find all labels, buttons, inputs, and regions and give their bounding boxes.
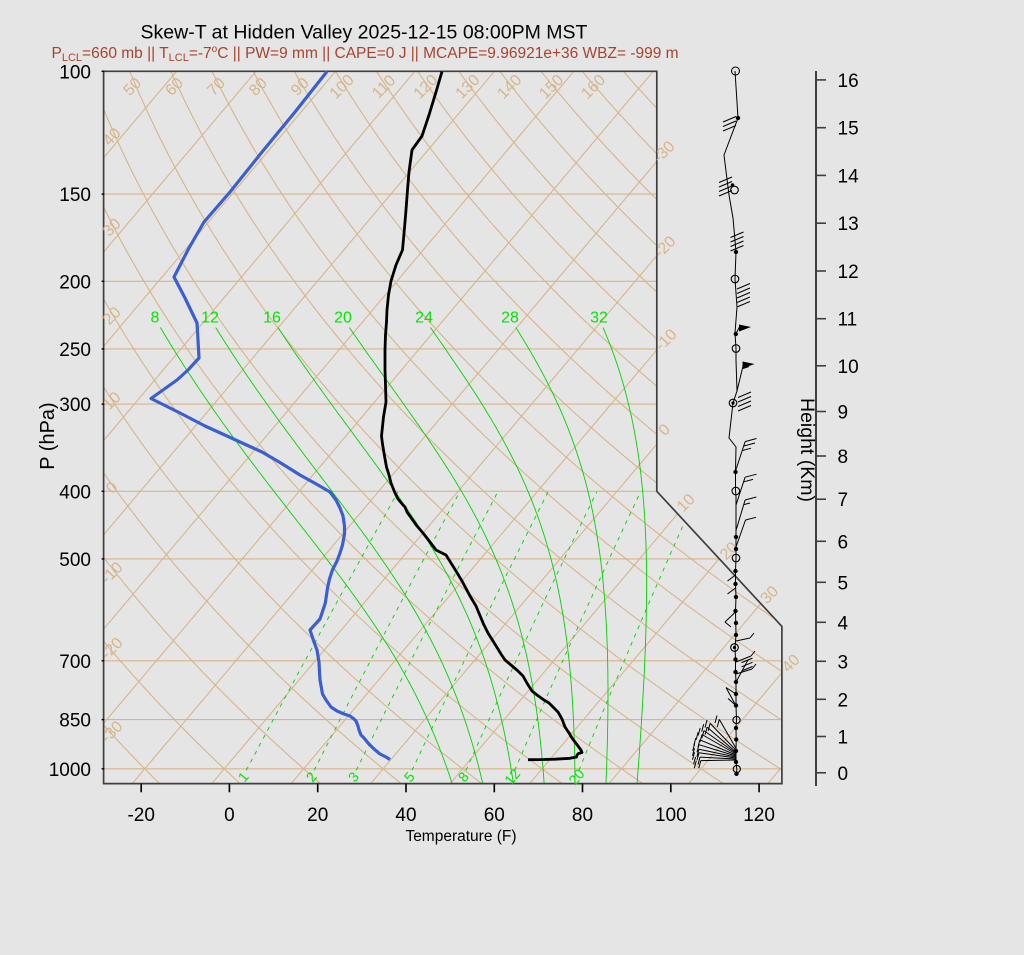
svg-text:11: 11	[838, 310, 858, 331]
svg-text:80: 80	[572, 805, 593, 826]
svg-text:1: 1	[838, 728, 849, 749]
svg-text:28: 28	[501, 310, 519, 327]
svg-text:120: 120	[743, 805, 775, 826]
svg-text:2: 2	[838, 690, 849, 711]
svg-text:10: 10	[838, 357, 859, 378]
svg-text:100: 100	[655, 805, 687, 826]
svg-text:40: 40	[395, 805, 416, 826]
svg-text:P (hPa): P (hPa)	[37, 402, 59, 469]
svg-text:9: 9	[838, 403, 849, 424]
svg-text:Skew-T at Hidden Valley 2025-1: Skew-T at Hidden Valley 2025-12-15 08:00…	[141, 22, 588, 44]
svg-text:6: 6	[838, 532, 849, 553]
svg-text:20: 20	[307, 805, 328, 826]
svg-text:300: 300	[59, 395, 91, 416]
svg-text:8: 8	[838, 447, 849, 468]
svg-text:400: 400	[59, 482, 91, 503]
svg-text:60: 60	[484, 805, 505, 826]
svg-text:12: 12	[201, 310, 219, 327]
svg-text:16: 16	[838, 71, 859, 92]
svg-text:Temperature (F): Temperature (F)	[405, 828, 516, 845]
svg-text:12: 12	[838, 262, 859, 283]
svg-text:250: 250	[59, 340, 91, 361]
svg-text:7: 7	[838, 490, 849, 511]
svg-text:32: 32	[590, 310, 608, 327]
svg-text:24: 24	[415, 310, 433, 327]
svg-text:16: 16	[263, 310, 281, 327]
svg-text:0: 0	[224, 805, 235, 826]
svg-text:5: 5	[838, 573, 849, 594]
svg-text:0: 0	[838, 764, 849, 785]
svg-text:20: 20	[334, 310, 352, 327]
svg-text:500: 500	[59, 550, 91, 571]
svg-text:150: 150	[59, 185, 91, 206]
svg-text:3: 3	[838, 652, 849, 673]
svg-text:8: 8	[151, 310, 160, 327]
svg-text:Height (Km): Height (Km)	[796, 398, 818, 502]
svg-text:13: 13	[838, 214, 859, 235]
svg-text:1000: 1000	[49, 760, 91, 781]
svg-text:850: 850	[59, 711, 91, 732]
svg-text:15: 15	[838, 119, 859, 140]
svg-text:100: 100	[59, 62, 91, 83]
svg-text:200: 200	[59, 272, 91, 293]
svg-text:PLCL=660 mb || TLCL=-7oC || PW: PLCL=660 mb || TLCL=-7oC || PW=9 mm || C…	[52, 44, 679, 64]
svg-text:4: 4	[838, 613, 849, 634]
svg-text:14: 14	[838, 166, 860, 187]
svg-text:700: 700	[59, 652, 91, 673]
svg-text:-20: -20	[127, 805, 154, 826]
